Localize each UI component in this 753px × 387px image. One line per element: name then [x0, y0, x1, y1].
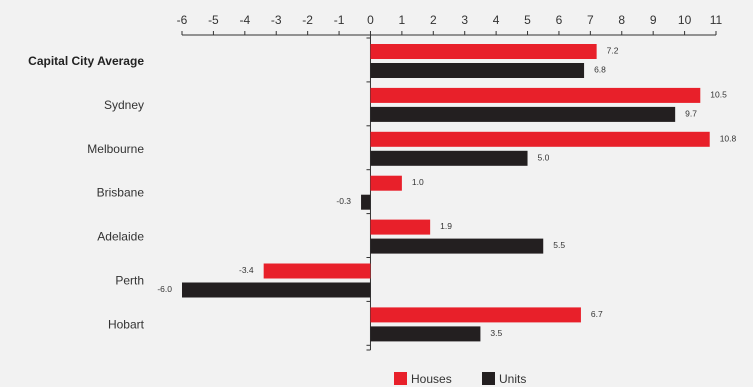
bar-units-perth [182, 282, 371, 298]
bar-houses-brisbane [370, 175, 402, 191]
data-labels: 7.26.8 10.5 9.7 10.8 5.0 1.0 -0.3 1.9 5.5 -3.4 -6.… [157, 46, 736, 338]
data-label-houses-hobart: 6.7 [591, 309, 603, 319]
bar-units-melbourne [370, 150, 528, 166]
bar-units-brisbane [361, 194, 371, 210]
data-label-units-capital-city-average: 6.8 [594, 65, 606, 75]
data-label-units-melbourne: 5.0 [538, 152, 550, 162]
data-label-houses-capital-city-average: 7.2 [607, 46, 619, 56]
bar-units-sydney [370, 106, 676, 122]
x-tick-label: 5 [524, 13, 531, 27]
bar-houses-adelaide [370, 219, 431, 235]
bar-houses-perth [263, 263, 371, 279]
category-label-adelaide: Adelaide [97, 230, 144, 244]
category-label-capital-city-average: Capital City Average [28, 54, 144, 68]
data-label-houses-perth: -3.4 [239, 265, 254, 275]
category-label-melbourne: Melbourne [87, 142, 144, 156]
legend: Houses Units [394, 372, 526, 386]
data-label-houses-sydney: 10.5 [710, 89, 727, 99]
bar-units-capital-city-average [370, 63, 585, 78]
category-label-perth: Perth [115, 274, 144, 288]
data-label-units-brisbane: -0.3 [336, 196, 351, 206]
legend-label-houses: Houses [411, 372, 452, 386]
data-label-units-hobart: 3.5 [490, 328, 502, 338]
bar-houses-sydney [370, 87, 701, 103]
data-label-units-adelaide: 5.5 [553, 240, 565, 250]
x-tick-label: 6 [556, 13, 563, 27]
data-label-houses-brisbane: 1.0 [412, 177, 424, 187]
category-label-hobart: Hobart [108, 317, 145, 331]
legend-label-units: Units [499, 372, 526, 386]
category-labels: Capital City Average Sydney Melbourne Brisb… [28, 54, 144, 331]
x-tick-label: 0 [367, 13, 374, 27]
legend-swatch-houses [394, 372, 407, 385]
x-tick-label: 10 [678, 13, 692, 27]
x-axis: -6 -5 -4 -3 -2 -1 0 1 2 3 4 5 6 7 8 9 10 11 [177, 13, 723, 36]
x-tick-label: 8 [618, 13, 625, 27]
x-tick-label: -6 [177, 13, 188, 27]
x-tick-label: 4 [493, 13, 500, 27]
data-label-units-perth: -6.0 [157, 284, 172, 294]
x-tick-label: 11 [710, 13, 723, 27]
x-tick-label: 3 [461, 13, 468, 27]
x-tick-label: -4 [239, 13, 250, 27]
bars [182, 44, 710, 342]
bar-units-hobart [370, 326, 481, 342]
x-tick-label: 9 [650, 13, 657, 27]
bar-units-adelaide [370, 238, 544, 254]
category-label-brisbane: Brisbane [97, 186, 145, 200]
data-label-houses-adelaide: 1.9 [440, 221, 452, 231]
x-tick-label: -2 [302, 13, 313, 27]
zero-line [366, 35, 371, 351]
x-tick-label: -1 [334, 13, 345, 27]
x-tick-label: 7 [587, 13, 594, 27]
data-label-houses-melbourne: 10.8 [720, 133, 737, 143]
data-label-units-sydney: 9.7 [685, 108, 697, 118]
x-tick-label: -5 [208, 13, 219, 27]
bar-houses-capital-city-average [370, 44, 597, 59]
x-tick-label: 1 [399, 13, 406, 27]
legend-swatch-units [482, 372, 495, 385]
x-tick-label: -3 [271, 13, 282, 27]
bar-houses-hobart [370, 307, 581, 323]
category-label-sydney: Sydney [104, 98, 144, 112]
bar-houses-melbourne [370, 131, 710, 147]
x-tick-label: 2 [430, 13, 437, 27]
